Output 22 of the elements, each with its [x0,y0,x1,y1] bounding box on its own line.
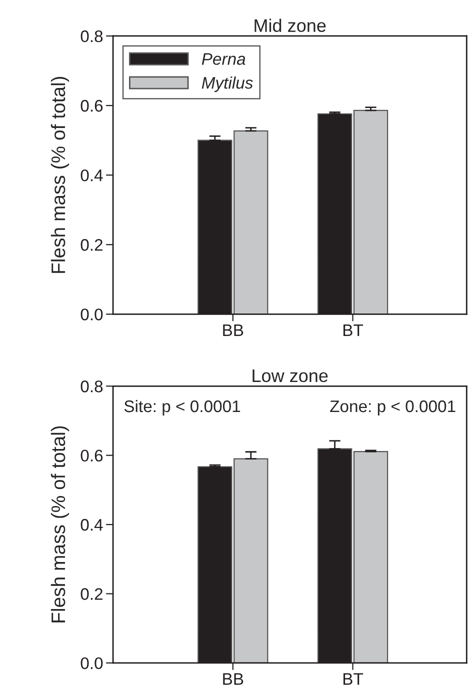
chart-title: Low zone [252,370,328,382]
y-tick-label: 0.6 [80,450,103,462]
annotation: Zone: p < 0.0001 [330,400,456,416]
x-tick-label: BB [223,673,244,685]
annotation: Site: p < 0.0001 [124,400,240,416]
x-tick-label: BT [343,324,364,336]
y-tick-label: 0.8 [80,30,103,42]
y-tick-label: 0.0 [80,657,103,670]
chart-title: Mid zone [254,18,326,32]
y-axis-title: Flesh mass (% of total) [50,426,70,622]
y-axis-title: Flesh mass (% of total) [50,76,70,273]
y-tick-label: 0.8 [80,380,103,392]
x-tick-label: BT [343,673,364,685]
legend-label: Mytilus [202,76,253,92]
x-tick-label: BB [223,324,244,336]
y-tick-label: 0.2 [80,239,102,251]
y-tick-label: 0.4 [80,518,103,531]
y-tick-label: 0.2 [80,588,102,600]
y-tick-label: 0.4 [80,169,103,182]
y-tick-label: 0.0 [80,308,103,320]
legend-label: Perna [202,53,246,65]
y-tick-label: 0.6 [80,100,103,112]
